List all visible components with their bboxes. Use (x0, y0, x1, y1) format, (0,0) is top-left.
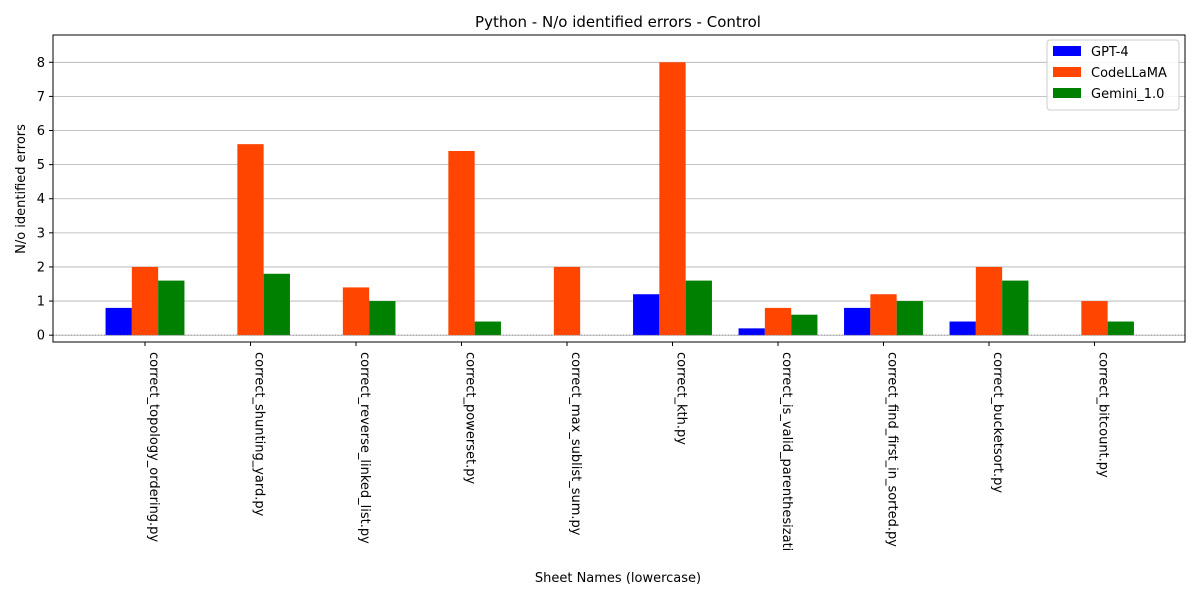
bar-gemini-1-0-9 (1107, 321, 1134, 336)
legend-label-1: CodeLLaMA (1091, 66, 1167, 81)
bar-gpt-4-7 (844, 307, 871, 336)
x-tick-label: correct_topology_ordering.py (146, 352, 161, 542)
y-tick-label: 6 (37, 124, 45, 139)
x-tick-label: correct_shunting_yard.py (252, 352, 267, 517)
bar-codellama-7 (870, 294, 897, 336)
bar-gemini-1-0-5 (685, 280, 712, 336)
x-tick-label: correct_find_first_in_sorted.py (885, 352, 900, 547)
bar-gemini-1-0-8 (1002, 280, 1029, 336)
x-tick-label: correct_reverse_linked_list.py (357, 352, 372, 544)
x-tick-label: correct_powerset.py (463, 352, 478, 484)
bar-codellama-8 (975, 266, 1003, 336)
legend-label-2: Gemini_1.0 (1091, 87, 1164, 102)
bar-gpt-4-8 (949, 321, 976, 336)
bar-codellama-0 (131, 266, 159, 336)
y-tick-label: 8 (37, 56, 45, 71)
bar-gemini-1-0-6 (791, 314, 818, 336)
bars (53, 62, 1185, 336)
bar-gemini-1-0-0 (158, 280, 185, 336)
y-tick-label: 2 (37, 260, 45, 275)
legend-label-0: GPT-4 (1091, 45, 1129, 60)
x-tick-label: correct_is_valid_parenthesizati (779, 352, 794, 551)
x-tick-label: correct_max_sublist_sum.py (568, 352, 583, 536)
x-tick-label: correct_bucketsort.py (990, 352, 1005, 493)
bar-gpt-4-6 (738, 328, 765, 336)
y-tick-label: 4 (37, 192, 45, 207)
x-tick-label: correct_bitcount.py (1096, 352, 1111, 478)
bar-gemini-1-0-7 (896, 301, 923, 336)
bar-codellama-4 (553, 266, 581, 336)
legend-swatch-1 (1053, 67, 1081, 77)
x-axis-ticks: correct_topology_ordering.py correct_shun… (144, 342, 1111, 551)
bar-codellama-3 (448, 150, 475, 336)
y-tick-label: 0 (37, 329, 45, 344)
bar-codellama-1 (237, 144, 264, 336)
plot-frame (52, 34, 1186, 343)
bar-gpt-4-5 (633, 294, 660, 336)
x-tick-label: correct_kth.py (674, 352, 689, 445)
y-tick-label: 5 (37, 158, 45, 173)
y-tick-label: 1 (37, 295, 45, 310)
legend: GPT-4 CodeLLaMA Gemini_1.0 (1046, 39, 1180, 111)
bar-codellama-5 (659, 62, 686, 336)
legend-swatch-2 (1053, 88, 1081, 98)
bar-gemini-1-0-1 (263, 273, 290, 336)
bar-codellama-2 (342, 287, 370, 336)
bar-gemini-1-0-3 (474, 321, 501, 336)
legend-swatch-0 (1053, 46, 1081, 56)
y-axis-label: N/o identified errors (14, 124, 29, 254)
bar-codellama-9 (1081, 301, 1108, 336)
y-axis-ticks: 0 1 2 3 4 5 6 7 8 (37, 56, 53, 344)
bar-gpt-4-0 (105, 307, 132, 336)
chart-title: Python - N/o identified errors - Control (475, 13, 761, 31)
y-tick-label: 3 (37, 226, 45, 241)
y-tick-label: 7 (37, 90, 45, 105)
x-axis-label: Sheet Names (lowercase) (535, 571, 701, 586)
bar-codellama-6 (764, 307, 792, 336)
bar-gemini-1-0-2 (369, 301, 396, 336)
